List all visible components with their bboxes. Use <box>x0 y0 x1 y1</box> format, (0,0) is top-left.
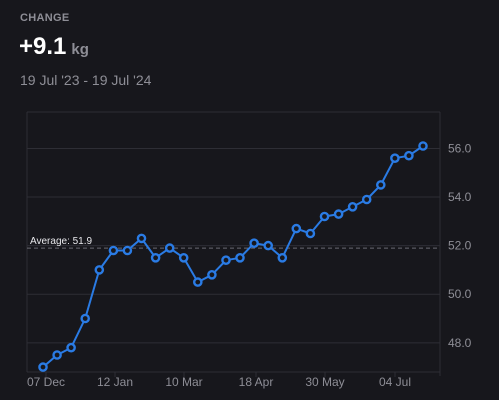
x-tick-label: 12 Jan <box>97 375 133 389</box>
axis-layer: 48.0 50.0 52.0 54.0 56.0 07 Dec 12 Jan 10 Mar 18… <box>27 141 472 389</box>
data-point <box>207 269 217 280</box>
y-tick-label: 50.0 <box>448 287 472 301</box>
change-label: CHANGE <box>20 12 70 24</box>
change-value: +9.1 <box>19 33 67 60</box>
data-point <box>277 252 288 263</box>
data-point <box>418 141 428 151</box>
data-point <box>235 252 245 263</box>
x-tick-label: 10 Mar <box>165 375 202 389</box>
grid-layer <box>26 111 441 377</box>
data-point <box>136 233 147 244</box>
data-point <box>66 342 76 353</box>
x-tick-label: 04 Jul <box>379 375 411 389</box>
data-point <box>263 240 274 251</box>
line-layer <box>42 145 424 368</box>
data-point <box>94 265 105 275</box>
data-point <box>347 202 358 212</box>
data-point <box>178 252 189 263</box>
x-tick-label: 18 Apr <box>239 375 274 389</box>
x-tick-label: 30 May <box>305 375 344 389</box>
average-layer: Average: 51.9 <box>27 236 440 249</box>
data-point <box>305 228 316 239</box>
x-tick-label: 07 Dec <box>27 375 65 389</box>
data-point <box>319 211 330 222</box>
change-value-row: +9.1 kg <box>19 33 89 61</box>
data-point <box>150 252 161 263</box>
data-point <box>38 362 48 372</box>
data-point <box>291 223 302 234</box>
average-label: Average: 51.9 <box>30 236 93 247</box>
change-unit: kg <box>71 41 89 58</box>
data-point <box>390 153 400 164</box>
data-point <box>375 180 386 190</box>
data-point <box>404 150 414 161</box>
data-point <box>164 243 175 253</box>
data-point <box>221 255 231 265</box>
data-point <box>52 350 62 360</box>
data-point <box>249 238 259 248</box>
data-point <box>192 277 203 287</box>
weight-chart-svg[interactable]: Average: 51.9 48.0 50.0 52.0 54.0 56.0 07 Dec… <box>0 100 499 400</box>
data-point <box>80 313 90 324</box>
data-point <box>333 209 344 219</box>
weight-chart[interactable]: Average: 51.9 48.0 50.0 52.0 54.0 56.0 07 Dec… <box>0 100 499 400</box>
data-point <box>361 194 372 205</box>
y-tick-label: 56.0 <box>448 141 472 155</box>
data-point <box>122 245 133 256</box>
y-tick-label: 52.0 <box>448 239 472 253</box>
series-line <box>42 145 424 368</box>
date-range: 19 Jul '23 - 19 Jul '24 <box>20 72 152 88</box>
y-tick-label: 54.0 <box>448 190 472 204</box>
data-point <box>108 245 119 256</box>
y-tick-label: 48.0 <box>448 336 472 350</box>
point-layer <box>38 141 428 372</box>
